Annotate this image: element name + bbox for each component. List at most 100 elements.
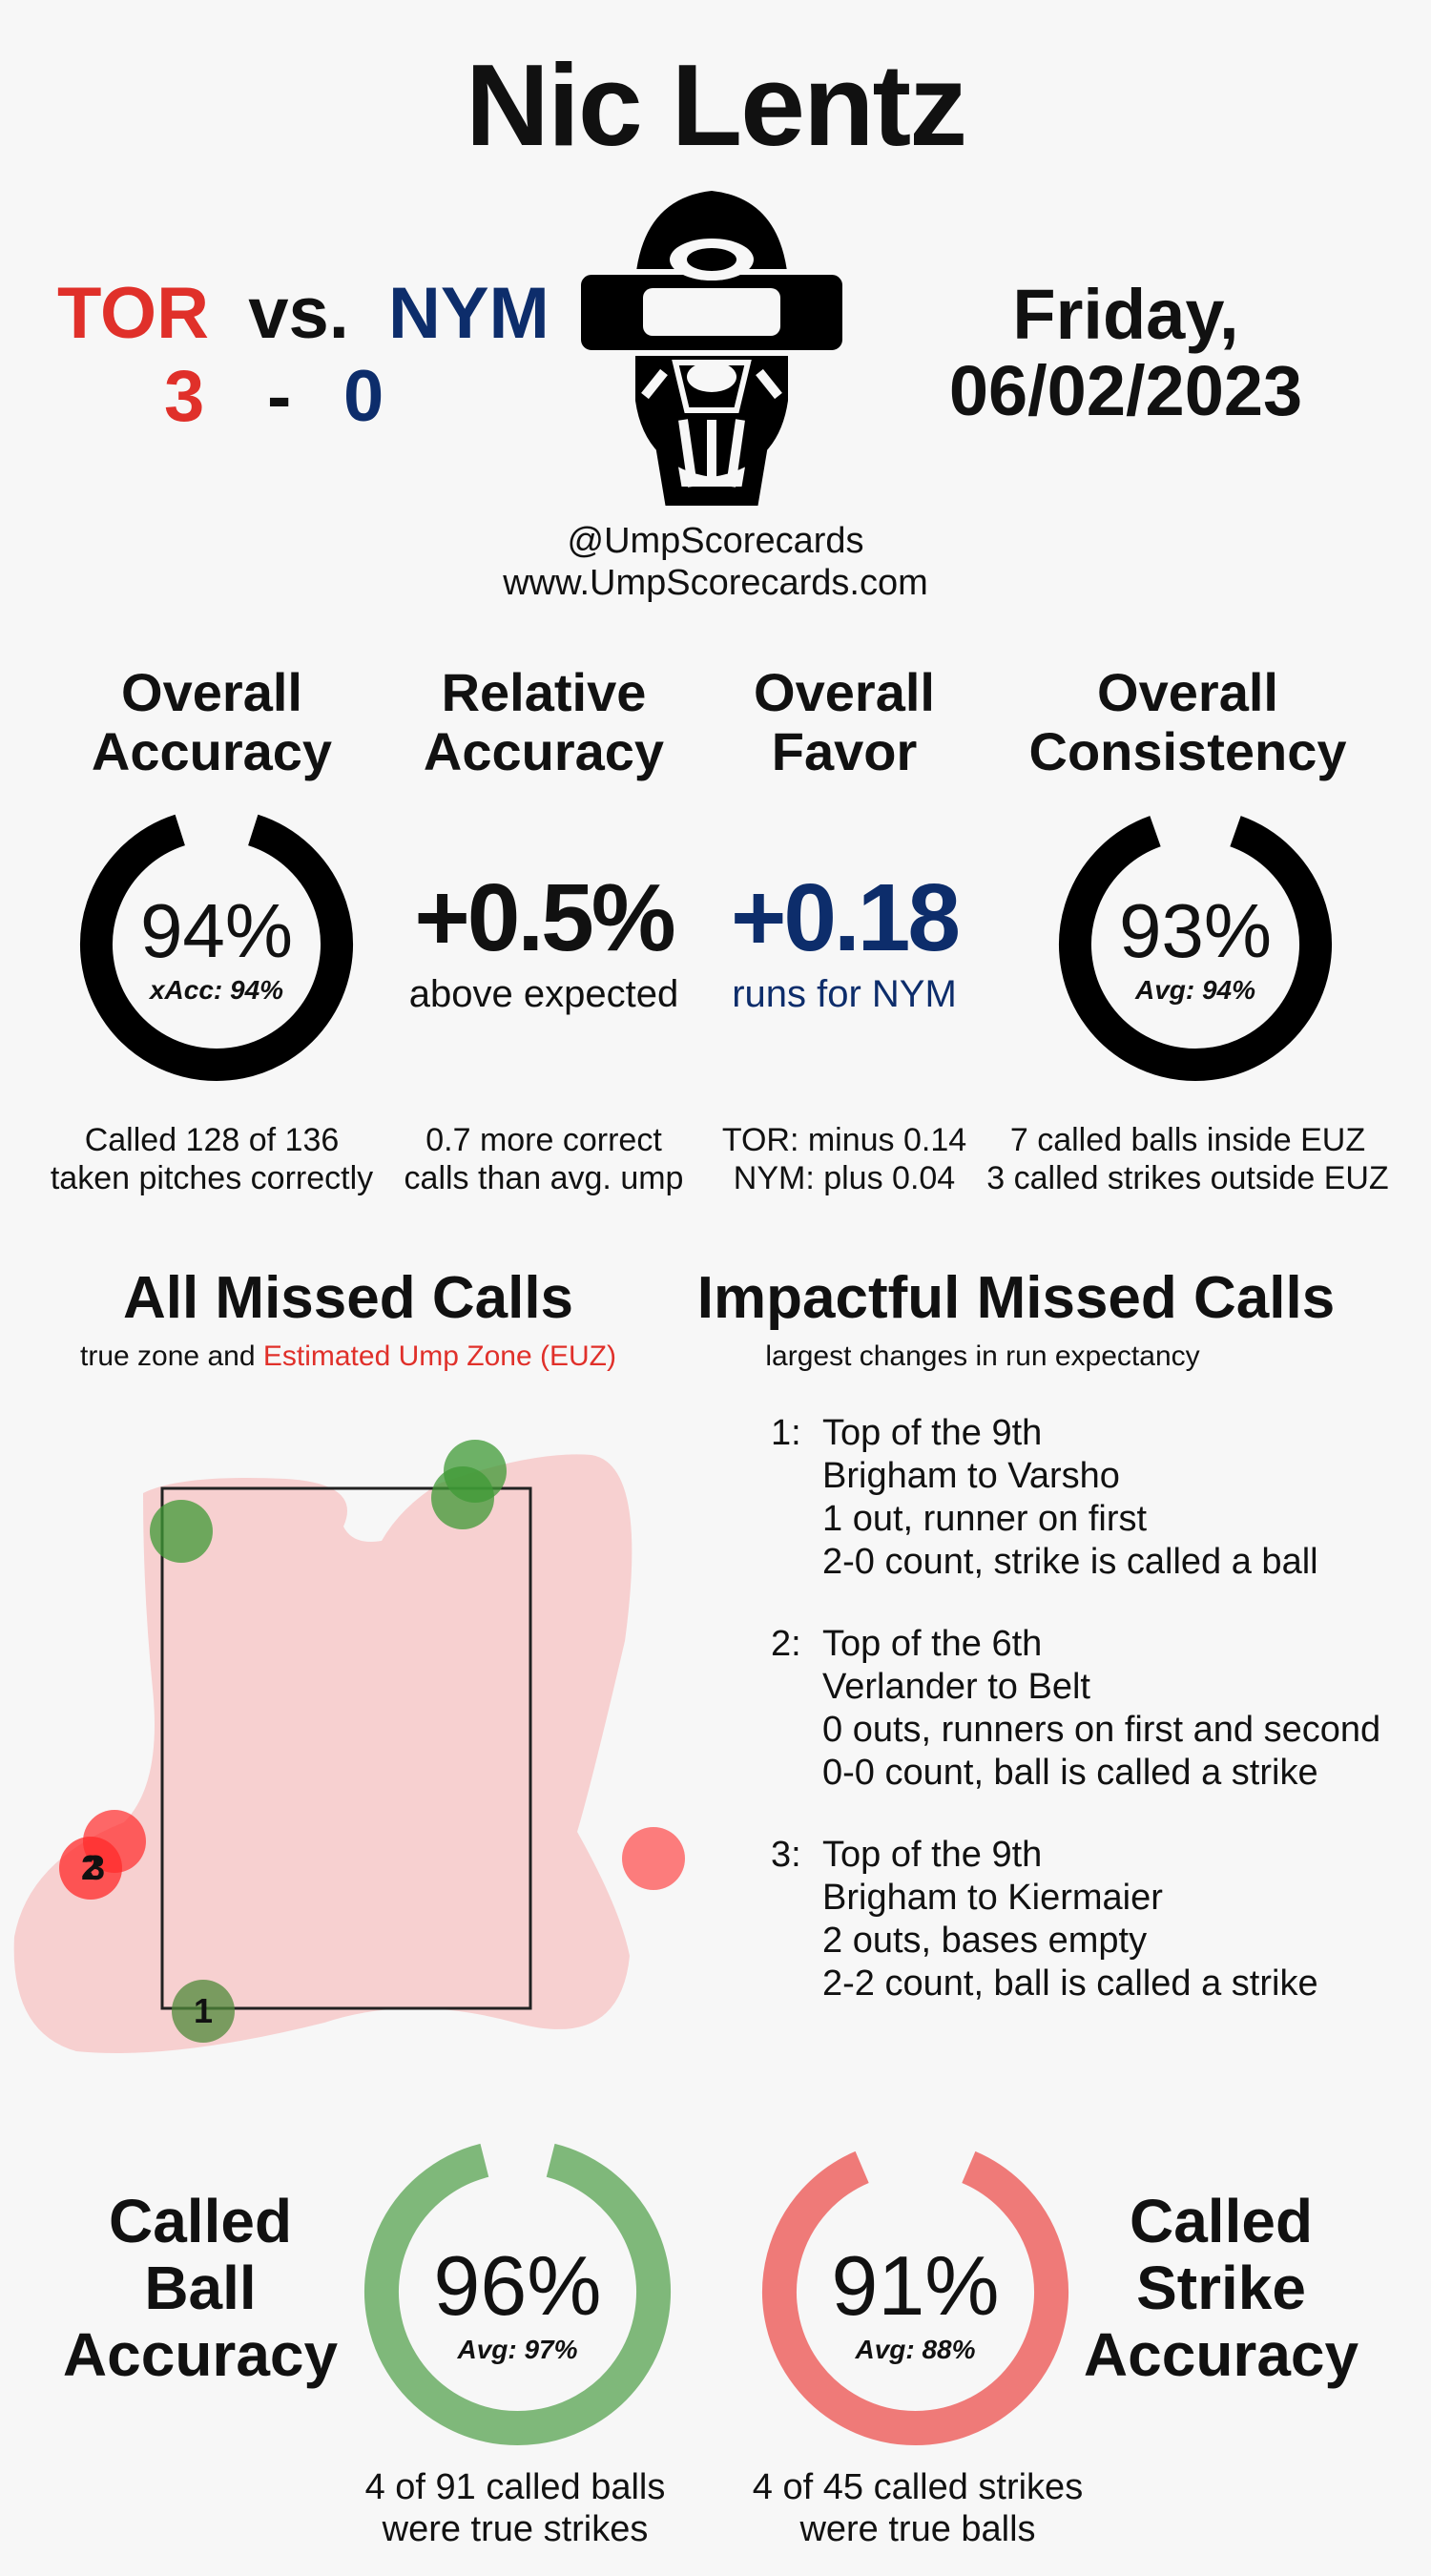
stat-heading-overall-accuracy: Overall Accuracy	[40, 663, 384, 781]
game-date: Friday, 06/02/2023	[887, 277, 1364, 429]
foot-line: calls than avg. ump	[404, 1160, 684, 1196]
heading-line: Ball	[144, 2254, 257, 2322]
strike-accuracy-ring	[762, 2150, 1068, 2445]
away-score: 3	[164, 356, 205, 437]
stat-heading-line: Favor	[771, 721, 918, 781]
missed-call-dot	[172, 1980, 235, 2043]
stat-heading-line: Overall	[1097, 662, 1278, 722]
score-dash: -	[267, 356, 292, 437]
umpire-mask-icon	[575, 191, 848, 506]
strike-accuracy-avg: Avg: 88%	[855, 2335, 976, 2364]
relative-accuracy-block: +0.5% above expected	[372, 863, 716, 1016]
foot-line: 4 of 91 called balls	[364, 2467, 666, 2507]
stat-heading-overall-favor: Overall Favor	[673, 663, 1016, 781]
missed-call-label: 3	[86, 1848, 105, 1887]
call-line: 0 outs, runners on first and second	[822, 1710, 1381, 1750]
missed-call-dot	[59, 1837, 122, 1900]
foot-line: Called 128 of 136	[84, 1122, 340, 1158]
true-strike-zone	[160, 1486, 532, 2010]
ball-accuracy-foot: 4 of 91 called balls were true strikes	[324, 2466, 706, 2550]
subtitle-euz: Estimated Ump Zone (EUZ)	[262, 1340, 616, 1372]
overall-favor-sub: runs for NYM	[732, 973, 957, 1015]
call-details: Top of the 9th Brigham to Varsho 1 out, …	[822, 1412, 1431, 1584]
overall-accuracy-value: 94%	[139, 888, 294, 973]
all-missed-calls-subtitle: true zone and Estimated Ump Zone (EUZ)	[19, 1340, 677, 1373]
euz-region	[13, 1454, 633, 2053]
foot-line: TOR: minus 0.14	[721, 1122, 967, 1158]
call-line: 2 outs, bases empty	[822, 1921, 1148, 1961]
overall-accuracy-foot: Called 128 of 136 taken pitches correctl…	[21, 1121, 403, 1197]
call-line: Brigham to Varsho	[822, 1456, 1120, 1496]
foot-line: NYM: plus 0.04	[733, 1160, 956, 1196]
relative-accuracy-value: +0.5%	[414, 864, 675, 971]
foot-line: were true strikes	[382, 2509, 649, 2549]
call-line: Verlander to Belt	[822, 1667, 1090, 1707]
ball-accuracy-ring	[364, 2143, 671, 2445]
heading-line: Called	[1129, 2187, 1314, 2255]
call-details: Top of the 9th Brigham to Kiermaier 2 ou…	[822, 1834, 1431, 2005]
impactful-missed-calls-subtitle: largest changes in run expectancy	[765, 1340, 1200, 1372]
strike-accuracy-arc	[762, 2150, 1068, 2445]
game-date-value: 06/02/2023	[948, 351, 1303, 430]
heading-line: Accuracy	[1083, 2320, 1359, 2389]
all-missed-calls-title: All Missed Calls	[122, 1265, 574, 1331]
heading-line: Accuracy	[62, 2320, 339, 2389]
missed-call-label: 2	[81, 1848, 100, 1887]
foot-line: were true balls	[799, 2509, 1036, 2549]
ball-accuracy-avg: Avg: 97%	[457, 2335, 578, 2364]
matchup: TOR vs. NYM	[57, 272, 550, 355]
call-line: 1 out, runner on first	[822, 1499, 1148, 1539]
call-details: Top of the 6th Verlander to Belt 0 outs,…	[822, 1623, 1431, 1795]
ball-accuracy-value: 96%	[433, 2238, 602, 2333]
stat-heading-line: Overall	[754, 662, 935, 722]
stat-heading-line: Accuracy	[423, 721, 665, 781]
umpire-name: Nic Lentz	[465, 40, 967, 170]
impactful-call-2: 2: Top of the 6th Verlander to Belt 0 ou…	[771, 1623, 1429, 1804]
stat-heading-line: Consistency	[1028, 721, 1347, 781]
relative-accuracy-sub: above expected	[408, 973, 679, 1015]
overall-favor-value: +0.18	[730, 864, 961, 971]
consistency-foot: 7 called balls inside EUZ 3 called strik…	[973, 1121, 1402, 1197]
call-line: 0-0 count, ball is called a strike	[822, 1753, 1318, 1793]
stat-heading-relative-accuracy: Relative Accuracy	[372, 663, 716, 781]
stat-heading-line: Overall	[121, 662, 302, 722]
call-line: Top of the 6th	[822, 1624, 1043, 1664]
missed-call-dot	[622, 1827, 685, 1890]
heading-line: Called	[108, 2187, 293, 2255]
away-team: TOR	[57, 273, 210, 354]
vs-label: vs.	[248, 273, 349, 354]
missed-call-dot	[431, 1466, 494, 1529]
call-number: 1:	[771, 1413, 801, 1453]
impactful-missed-calls-title: Impactful Missed Calls	[696, 1265, 1336, 1331]
game-day: Friday,	[1012, 275, 1239, 354]
call-line: Top of the 9th	[822, 1835, 1043, 1875]
ball-accuracy-heading: Called Ball Accuracy	[38, 2188, 363, 2388]
home-score: 0	[343, 356, 384, 437]
website-link[interactable]: www.UmpScorecards.com	[503, 563, 928, 603]
call-line: 2-0 count, strike is called a ball	[822, 1542, 1318, 1582]
subtitle-prefix: true zone and	[80, 1340, 256, 1372]
foot-line: taken pitches correctly	[50, 1160, 374, 1196]
home-team: NYM	[387, 273, 550, 354]
strike-accuracy-heading: Called Strike Accuracy	[1059, 2188, 1383, 2388]
strike-zone-plot: 1 2 3	[13, 1440, 685, 2053]
overall-favor-foot: TOR: minus 0.14 NYM: plus 0.04	[653, 1121, 1035, 1197]
impactful-call-3: 3: Top of the 9th Brigham to Kiermaier 2…	[771, 1834, 1429, 2015]
consistency-arc	[1059, 816, 1332, 1081]
strike-accuracy-value: 91%	[831, 2238, 1000, 2333]
overall-accuracy-ring	[80, 814, 353, 1081]
consistency-ring	[1059, 816, 1332, 1081]
consistency-center: 93% Avg: 94%	[1057, 887, 1334, 1006]
strike-accuracy-foot: 4 of 45 called strikes were true balls	[717, 2466, 1118, 2550]
heading-line: Strike	[1136, 2254, 1306, 2322]
relative-accuracy-foot: 0.7 more correct calls than avg. ump	[353, 1121, 735, 1197]
consistency-value: 93%	[1118, 888, 1273, 973]
overall-accuracy-arc	[80, 814, 353, 1081]
stat-heading-overall-consistency: Overall Consistency	[1011, 663, 1364, 781]
foot-line: 7 called balls inside EUZ	[1009, 1122, 1366, 1158]
call-line: Top of the 9th	[822, 1413, 1043, 1453]
brand-block: @UmpScorecards www.UmpScorecards.com	[0, 520, 1431, 604]
twitter-handle[interactable]: @UmpScorecards	[567, 521, 864, 561]
ball-accuracy-center: 96% Avg: 97%	[363, 2237, 673, 2365]
call-number: 2:	[771, 1624, 801, 1664]
